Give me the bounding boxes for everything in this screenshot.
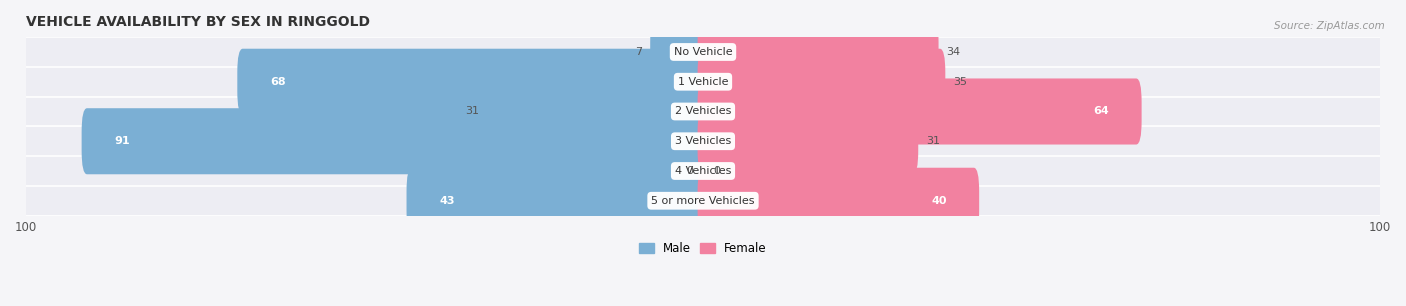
Text: 34: 34: [946, 47, 960, 57]
FancyBboxPatch shape: [82, 108, 709, 174]
FancyBboxPatch shape: [25, 186, 1381, 216]
Text: VEHICLE AVAILABILITY BY SEX IN RINGGOLD: VEHICLE AVAILABILITY BY SEX IN RINGGOLD: [27, 15, 370, 29]
Text: 3 Vehicles: 3 Vehicles: [675, 136, 731, 146]
Text: 64: 64: [1094, 106, 1109, 117]
Text: 35: 35: [953, 77, 967, 87]
Text: 43: 43: [439, 196, 454, 206]
Text: 91: 91: [114, 136, 129, 146]
Text: Source: ZipAtlas.com: Source: ZipAtlas.com: [1274, 21, 1385, 32]
FancyBboxPatch shape: [25, 156, 1381, 186]
FancyBboxPatch shape: [406, 168, 709, 234]
Text: 31: 31: [927, 136, 941, 146]
FancyBboxPatch shape: [697, 19, 939, 85]
Text: 68: 68: [270, 77, 285, 87]
Text: No Vehicle: No Vehicle: [673, 47, 733, 57]
FancyBboxPatch shape: [25, 37, 1381, 67]
Text: 4 Vehicles: 4 Vehicles: [675, 166, 731, 176]
Legend: Male, Female: Male, Female: [634, 237, 772, 260]
FancyBboxPatch shape: [238, 49, 709, 115]
Text: 0: 0: [686, 166, 693, 176]
FancyBboxPatch shape: [25, 97, 1381, 126]
Text: 5 or more Vehicles: 5 or more Vehicles: [651, 196, 755, 206]
FancyBboxPatch shape: [25, 67, 1381, 97]
Text: 31: 31: [465, 106, 479, 117]
FancyBboxPatch shape: [650, 19, 709, 85]
FancyBboxPatch shape: [488, 78, 709, 144]
FancyBboxPatch shape: [697, 108, 918, 174]
Text: 7: 7: [636, 47, 643, 57]
Text: 2 Vehicles: 2 Vehicles: [675, 106, 731, 117]
Text: 1 Vehicle: 1 Vehicle: [678, 77, 728, 87]
FancyBboxPatch shape: [697, 168, 979, 234]
FancyBboxPatch shape: [697, 49, 945, 115]
FancyBboxPatch shape: [25, 126, 1381, 156]
FancyBboxPatch shape: [697, 78, 1142, 144]
Text: 0: 0: [713, 166, 720, 176]
Text: 40: 40: [931, 196, 946, 206]
